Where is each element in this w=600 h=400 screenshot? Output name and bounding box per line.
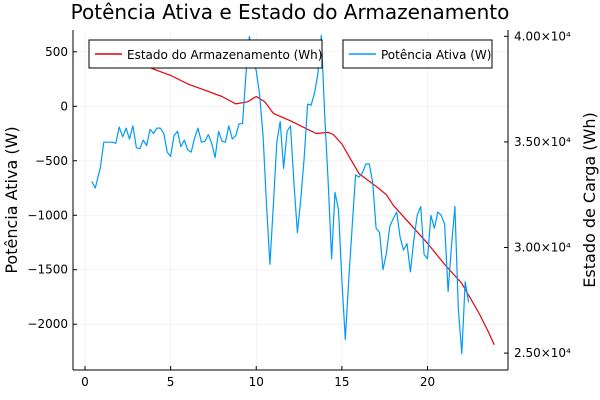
series-line-storage — [89, 40, 495, 345]
y-right-tick-label: 3.50×10⁴ — [514, 135, 571, 149]
y-right-tick-label: 3.00×10⁴ — [514, 241, 571, 255]
x-tick-label: 0 — [81, 375, 89, 389]
y-left-tick-label: 500 — [45, 45, 68, 59]
ticks: 0 5 10 15 20 500 0 −500 −1000 −1500 −2000 4.00×10⁴ 3… — [27, 29, 571, 389]
y-axis-right-label: Estado de Carga (Wh) — [580, 112, 599, 287]
legend-storage-label: Estado do Armazenamento (Wh) — [127, 48, 322, 62]
y-right-tick-label: 2.50×10⁴ — [514, 346, 571, 360]
y-left-tick-label: −2000 — [27, 317, 68, 331]
y-right-tick-label: 4.00×10⁴ — [514, 29, 571, 43]
y-left-tick-label: −1000 — [27, 208, 68, 222]
legend-power: Potência Ativa (W) — [342, 39, 493, 69]
legend-power-label: Potência Ativa (W) — [381, 48, 491, 62]
series-layer — [89, 34, 495, 355]
y-left-tick-label: −500 — [35, 154, 68, 168]
grid — [73, 30, 508, 370]
x-tick-label: 15 — [334, 375, 349, 389]
x-tick-label: 10 — [249, 375, 264, 389]
y-left-tick-label: −1500 — [27, 263, 68, 277]
chart-title: Potência Ativa e Estado do Armazenamento — [71, 0, 510, 24]
y-axis-left-label: Potência Ativa (W) — [2, 126, 21, 273]
x-tick-label: 20 — [420, 375, 435, 389]
legend-storage-box — [88, 39, 323, 69]
x-tick-label: 5 — [167, 375, 175, 389]
y-left-tick-label: 0 — [60, 99, 68, 113]
axes-frame — [72, 30, 509, 371]
series-line-power — [91, 34, 470, 355]
legend-storage: Estado do Armazenamento (Wh) — [88, 39, 323, 69]
